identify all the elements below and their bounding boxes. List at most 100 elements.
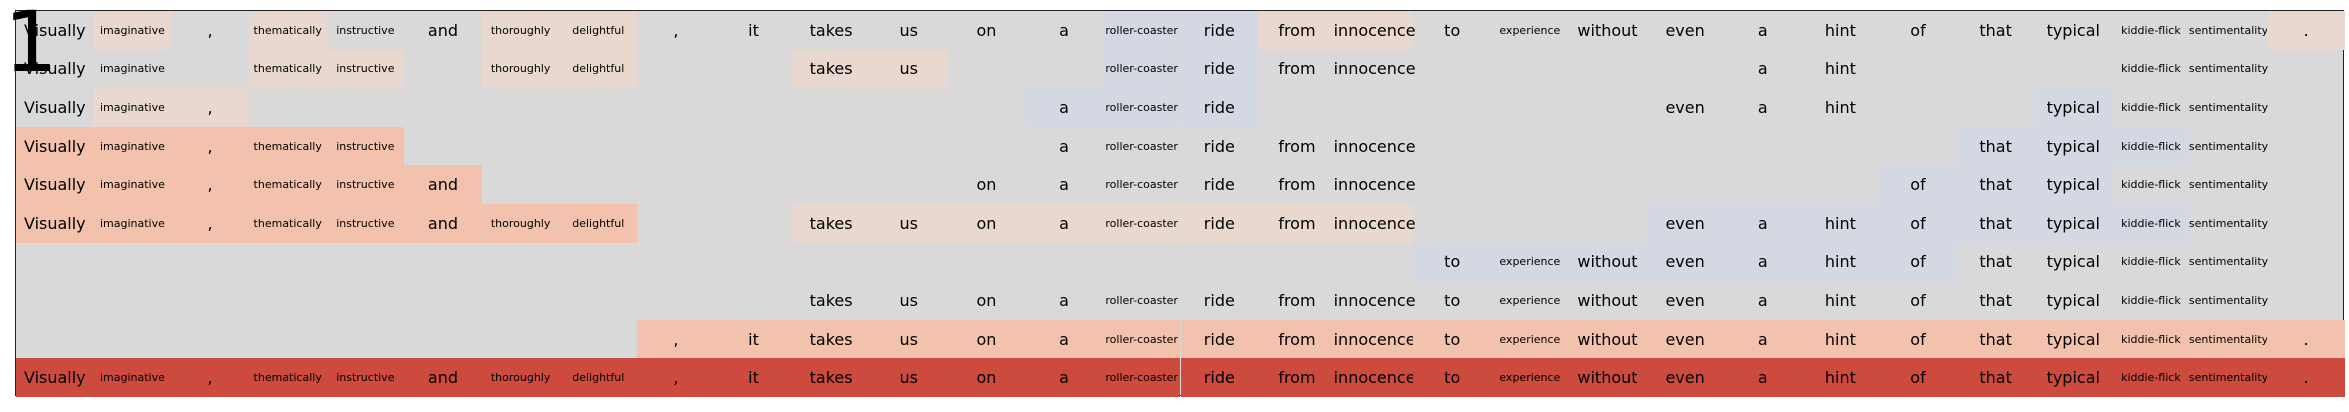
token-cell: Visually xyxy=(23,97,86,117)
token-cell: without xyxy=(1568,319,1647,359)
token-cell: from xyxy=(1258,11,1336,50)
token-cell: a xyxy=(1757,97,1768,117)
token-cell: to xyxy=(1444,290,1461,310)
token-cell: kiddie-flick xyxy=(2121,100,2181,114)
token-cell: a xyxy=(1723,358,1802,397)
token-cell: kiddie-flick xyxy=(2121,255,2181,269)
token-cell: even xyxy=(1665,20,1705,40)
token-cell: that xyxy=(1956,204,2035,243)
token-cell: experience xyxy=(1491,242,1569,282)
token-cell: on xyxy=(947,358,1026,397)
token-cell: it xyxy=(714,358,793,397)
token-cell: Visually xyxy=(16,204,94,243)
token-cell: roller-coaster xyxy=(1102,88,1181,127)
attribution-row: Visually imaginative, thematically instruct… xyxy=(16,126,2343,166)
token-cell: sentimentality xyxy=(2188,100,2269,114)
attribution-row: Visually imaginative, thematically instruct… xyxy=(16,11,2345,50)
token-cell: innocence xyxy=(1334,319,1416,359)
token-cell: from xyxy=(1258,358,1336,397)
attribution-row: Visually imaginative, a roller-coaster ride e… xyxy=(16,88,2343,127)
token-cell: us xyxy=(899,20,918,40)
token-cell: Visually xyxy=(16,358,94,397)
token-cell: typical xyxy=(2034,88,2113,127)
token-cell: instructive xyxy=(326,165,405,204)
token-cell: hint xyxy=(1824,20,1856,40)
token-cell: on xyxy=(947,204,1026,243)
token-cell: from xyxy=(1258,319,1336,359)
token-cell: typical xyxy=(2046,290,2100,310)
token-cell: sentimentality xyxy=(2188,293,2269,307)
token-cell: roller-coaster xyxy=(1102,358,1181,397)
token-cell: hint xyxy=(1824,290,1856,310)
token-cell: that xyxy=(1979,20,2012,40)
token-cell: delightful xyxy=(559,49,638,89)
token-cell: ride xyxy=(1180,49,1259,89)
token-cell: typical xyxy=(2034,358,2113,397)
token-cell: thematically xyxy=(248,204,327,243)
token-cell: us xyxy=(869,358,948,397)
token-cell: sentimentality xyxy=(2188,255,2269,269)
token-cell: thoroughly xyxy=(481,204,560,243)
token-cell: us xyxy=(869,319,948,359)
token-cell: that xyxy=(1956,126,2035,166)
token-cell: roller-coaster xyxy=(1105,293,1178,307)
token-cell: innocence xyxy=(1333,290,1416,310)
token-cell: and xyxy=(404,165,482,204)
token-cell: a xyxy=(1025,88,1103,127)
token-cell: kiddie-flick xyxy=(2112,319,2190,359)
token-cell: a xyxy=(1025,204,1103,243)
token-cell: even xyxy=(1646,242,1724,282)
token-cell: even xyxy=(1646,204,1724,243)
attribution-row: Visually imaginative, thematically instruct… xyxy=(16,165,2343,204)
token-cell: of xyxy=(1879,358,1957,397)
token-cell: innocence xyxy=(1333,175,1416,195)
token-cell: instructive xyxy=(326,358,405,397)
token-cell: without xyxy=(1568,358,1647,397)
token-cell: to xyxy=(1413,358,1492,397)
token-cell: imaginative xyxy=(93,358,172,397)
token-cell: , xyxy=(171,88,249,127)
token-cell: that xyxy=(1956,319,2035,359)
token-cell: instructive xyxy=(326,126,405,166)
token-cell: roller-coaster xyxy=(1105,178,1178,192)
token-cell: a xyxy=(1723,319,1802,359)
token-cell: a xyxy=(1025,358,1103,397)
token-cell: from xyxy=(1278,175,1316,195)
token-cell: even xyxy=(1646,358,1724,397)
token-cell: takes xyxy=(792,49,870,89)
token-cell: hint xyxy=(1801,242,1880,282)
token-attribution-grid: Visually imaginative, thematically instruct… xyxy=(15,10,2345,397)
token-cell: that xyxy=(1979,252,2012,272)
token-cell: from xyxy=(1278,136,1316,156)
token-cell: sentimentality xyxy=(2188,62,2269,76)
token-cell: thematically xyxy=(248,11,327,50)
token-cell: . xyxy=(2267,319,2345,359)
token-cell: hint xyxy=(1824,59,1856,79)
token-cell: . xyxy=(2267,11,2345,50)
token-cell: takes xyxy=(792,319,870,359)
token-cell: without xyxy=(1568,242,1647,282)
token-cell: to xyxy=(1413,319,1492,359)
token-cell: thoroughly xyxy=(481,11,560,50)
token-cell: roller-coaster xyxy=(1105,139,1178,153)
token-cell: to xyxy=(1413,242,1492,282)
token-cell: us xyxy=(869,204,948,243)
token-cell: without xyxy=(1577,20,1638,40)
token-cell: typical xyxy=(2046,20,2100,40)
token-cell: roller-coaster xyxy=(1102,11,1181,50)
token-cell: , xyxy=(673,20,679,40)
token-cell: Visually xyxy=(16,165,94,204)
token-cell: from xyxy=(1278,59,1316,79)
token-cell: a xyxy=(1059,175,1069,195)
token-cell: a xyxy=(1757,20,1768,40)
token-cell: takes xyxy=(792,358,870,397)
token-cell: and xyxy=(427,20,459,40)
token-cell: sentimentality xyxy=(2188,23,2269,37)
token-cell: of xyxy=(1879,242,1957,282)
token-cell: typical xyxy=(2046,252,2100,272)
token-cell: of xyxy=(1879,204,1957,243)
token-cell: from xyxy=(1278,290,1316,310)
token-cell: sentimentality xyxy=(2189,319,2268,359)
token-cell: of xyxy=(1879,165,1957,204)
token-cell: roller-coaster xyxy=(1102,49,1181,89)
